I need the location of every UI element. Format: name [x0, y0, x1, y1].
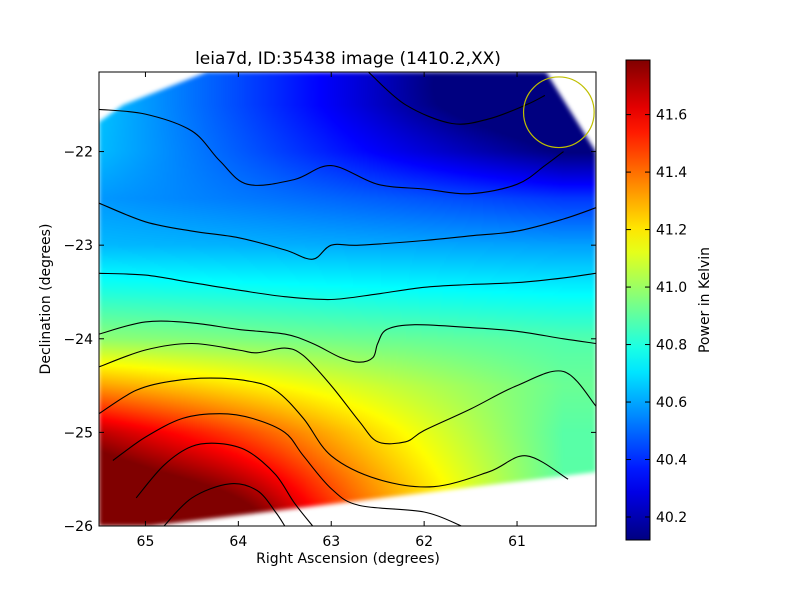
contour-lines	[99, 72, 596, 526]
y-axis: −22 −23 −24 −25 −26	[63, 145, 596, 535]
colorbar-tick-label: 41.6	[656, 108, 687, 124]
colorbar-label: Power in Kelvin	[697, 247, 713, 353]
contour-line-0	[368, 72, 546, 125]
contour-line-8	[135, 442, 314, 526]
x-axis: 65 64 63 62 61	[137, 72, 526, 550]
y-tick-label: −22	[63, 145, 93, 161]
y-tick-label: −26	[63, 519, 93, 535]
contour-line-7	[112, 413, 462, 526]
colorbar-tick-label: 40.8	[656, 338, 687, 354]
chart-title: leia7d, ID:35438 image (1410.2,XX)	[195, 49, 501, 69]
colorbar-gradient	[626, 60, 650, 540]
y-axis-label: Declination (degrees)	[38, 224, 54, 375]
colorbar-frame	[625, 59, 651, 541]
x-tick-label: 62	[415, 534, 433, 550]
beam-marker-circle	[522, 76, 595, 149]
contour-line-3	[99, 272, 596, 301]
colorbar-tick-label: 41.0	[656, 280, 687, 296]
heatmap	[99, 72, 596, 526]
contour-line-4	[99, 320, 596, 363]
colorbar: 40.2 40.4 40.6 40.8 41.0 41.2 41.4 41.6 Power i…	[625, 59, 713, 541]
colorbar-tick-label: 40.2	[656, 510, 687, 526]
contour-line-2	[99, 202, 596, 260]
colorbar-tick-label: 41.4	[656, 165, 687, 181]
contour-line-1	[99, 108, 564, 195]
heatmap-image	[99, 72, 596, 526]
contour-line-9	[163, 483, 286, 526]
colorbar-tick-label: 41.2	[656, 223, 687, 239]
y-tick-label: −23	[63, 238, 93, 254]
colorbar-tick-label: 40.6	[656, 395, 687, 411]
x-axis-label: Right Ascension (degrees)	[256, 551, 440, 567]
x-tick-label: 64	[229, 534, 247, 550]
colorbar-ticks: 40.2 40.4 40.6 40.8 41.0 41.2 41.4 41.6	[626, 108, 687, 526]
plot-frame	[98, 71, 597, 527]
colorbar-tick-label: 40.4	[656, 453, 687, 469]
x-tick-label: 65	[137, 534, 155, 550]
contour-line-5	[99, 342, 596, 445]
y-tick-label: −25	[63, 425, 93, 441]
contour-line-6	[99, 377, 569, 488]
x-tick-label: 61	[508, 534, 526, 550]
y-tick-label: −24	[63, 332, 93, 348]
x-tick-label: 63	[322, 534, 340, 550]
